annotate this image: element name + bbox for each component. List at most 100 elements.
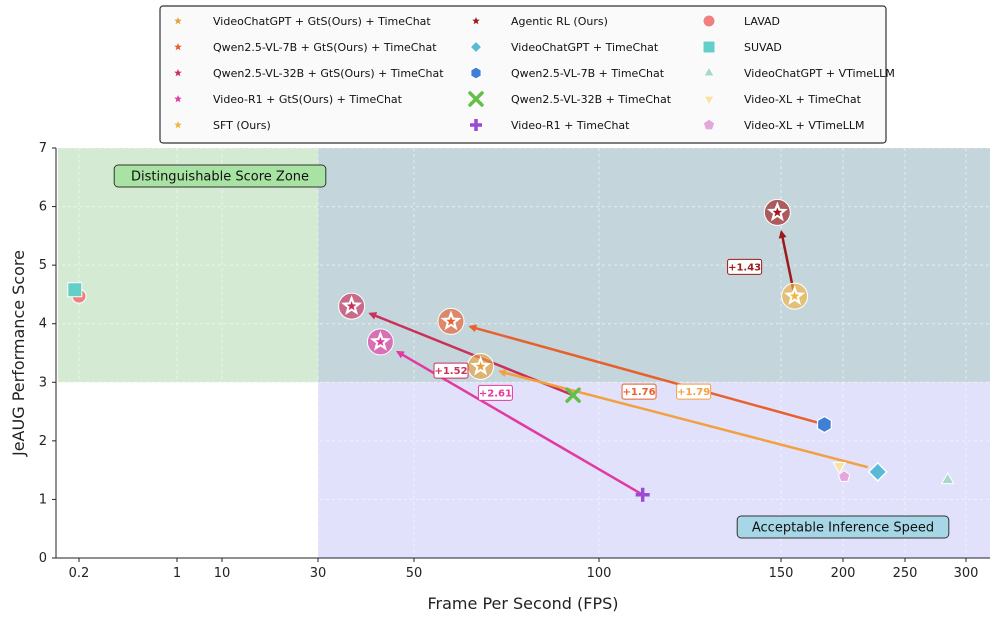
- y-tick-label: 5: [39, 258, 47, 273]
- x-axis-title: Frame Per Second (FPS): [428, 594, 619, 613]
- legend-marker: [702, 66, 716, 77]
- data-point-shape: [832, 462, 847, 475]
- data-point-shape: [816, 415, 832, 434]
- x-tick-label: 300: [954, 566, 979, 581]
- data-point: [940, 472, 955, 485]
- legend-label: Video-R1 + GtS(Ours) + TimeChat: [213, 93, 403, 106]
- gain-label-box: [727, 258, 763, 275]
- legend-marker: [174, 121, 182, 129]
- y-tick-label: 1: [39, 492, 47, 507]
- y-tick-label: 7: [39, 141, 47, 156]
- legend-marker: [470, 66, 482, 80]
- x-tick-label: 1: [173, 566, 181, 581]
- legend-marker-shape: [174, 121, 182, 129]
- data-point: [67, 282, 83, 298]
- legend-label: SUVAD: [744, 41, 782, 54]
- legend-marker: [174, 17, 182, 25]
- legend-marker: [174, 43, 182, 51]
- legend-marker-shape: [470, 66, 482, 80]
- legend-label: Agentic RL (Ours): [511, 15, 608, 28]
- data-point: [832, 462, 847, 475]
- zone-label-distinguishable-box: [113, 164, 327, 188]
- x-tick-label: 50: [406, 566, 423, 581]
- legend-marker-shape: [468, 39, 484, 55]
- legend-box: [159, 5, 887, 144]
- data-point: [837, 469, 851, 482]
- data-point: [446, 316, 456, 326]
- legend-marker: [174, 69, 182, 77]
- legend-marker-shape: [468, 91, 484, 107]
- gain-label: +1.43: [728, 262, 761, 273]
- data-point-shape: [940, 472, 955, 485]
- x-tick-label: 10: [214, 566, 231, 581]
- legend-marker-shape: [174, 17, 182, 25]
- legend-marker-shape: [702, 66, 716, 77]
- zone-label-distinguishable: Distinguishable Score Zone: [131, 170, 309, 185]
- y-axis-title: JeAUG Performance Score: [9, 250, 28, 457]
- legend-marker: [468, 91, 484, 107]
- x-tick-label: 200: [831, 566, 856, 581]
- legend-label: VideoChatGPT + TimeChat: [511, 41, 659, 54]
- data-point-shape: [837, 469, 851, 482]
- x-tick-label: 30: [310, 566, 327, 581]
- legend-label: LAVAD: [744, 15, 780, 28]
- gain-label-box: [676, 383, 712, 400]
- gain-label: +1.76: [623, 387, 656, 398]
- gain-label: +1.52: [434, 366, 467, 377]
- legend-marker: [702, 95, 716, 106]
- legend-label: SFT (Ours): [213, 119, 271, 132]
- data-point: [789, 291, 800, 301]
- zone-label-acceptable: Acceptable Inference Speed: [752, 521, 934, 536]
- legend: VideoChatGPT + GtS(Ours) + TimeChat Qwen2…: [159, 5, 895, 144]
- legend-marker-shape: [174, 43, 182, 51]
- data-point: [635, 487, 650, 502]
- legend-marker: [470, 119, 482, 131]
- data-point: [565, 387, 581, 403]
- legend-marker-shape: [472, 17, 480, 25]
- x-tick-label: 0.2: [69, 566, 90, 581]
- legend-marker: [702, 118, 716, 131]
- y-tick-label: 2: [39, 434, 47, 449]
- legend-marker-shape: [702, 14, 716, 28]
- legend-marker-shape: [174, 95, 182, 103]
- y-tick-label: 0: [39, 551, 47, 566]
- legend-marker-shape: [702, 118, 716, 131]
- legend-label: Qwen2.5-VL-32B + TimeChat: [511, 93, 672, 106]
- legend-marker: [472, 17, 480, 25]
- legend-label: Qwen2.5-VL-7B + GtS(Ours) + TimeChat: [213, 41, 437, 54]
- x-tick-label: 250: [893, 566, 918, 581]
- legend-label: Video-XL + VTimeLLM: [744, 119, 865, 132]
- y-tick-label: 3: [39, 375, 47, 390]
- gain-label-box: [433, 362, 469, 379]
- legend-label: Video-XL + TimeChat: [744, 93, 862, 106]
- gain-label-box: [477, 384, 513, 401]
- legend-label: VideoChatGPT + GtS(Ours) + TimeChat: [213, 15, 431, 28]
- legend-label: Qwen2.5-VL-32B + GtS(Ours) + TimeChat: [213, 67, 444, 80]
- legend-marker: [468, 39, 484, 55]
- data-point: [867, 461, 888, 482]
- gain-label: +1.79: [677, 387, 710, 398]
- y-tick-label: 4: [39, 317, 47, 332]
- gain-label-box: [621, 383, 657, 400]
- zone-label-acceptable-box: [736, 515, 950, 539]
- x-tick-label: 100: [587, 566, 612, 581]
- data-point: [475, 361, 486, 371]
- legend-label: Qwen2.5-VL-7B + TimeChat: [511, 67, 665, 80]
- data-point: [772, 207, 783, 217]
- legend-marker-shape: [702, 40, 716, 54]
- data-point: [375, 336, 386, 346]
- legend-marker-shape: [702, 95, 716, 106]
- legend-marker: [174, 95, 182, 103]
- x-tick-label: 150: [769, 566, 794, 581]
- legend-marker-shape: [174, 69, 182, 77]
- legend-marker: [702, 14, 716, 28]
- improvement-arrow: [468, 324, 825, 426]
- legend-label: VideoChatGPT + VTimeLLM: [744, 67, 895, 80]
- data-point-shape: [565, 387, 581, 403]
- improvement-arrow: [498, 369, 869, 469]
- legend-label: Video-R1 + TimeChat: [511, 119, 630, 132]
- legend-marker: [702, 40, 716, 54]
- data-point-shape: [67, 282, 83, 298]
- data-point-shape: [867, 461, 888, 482]
